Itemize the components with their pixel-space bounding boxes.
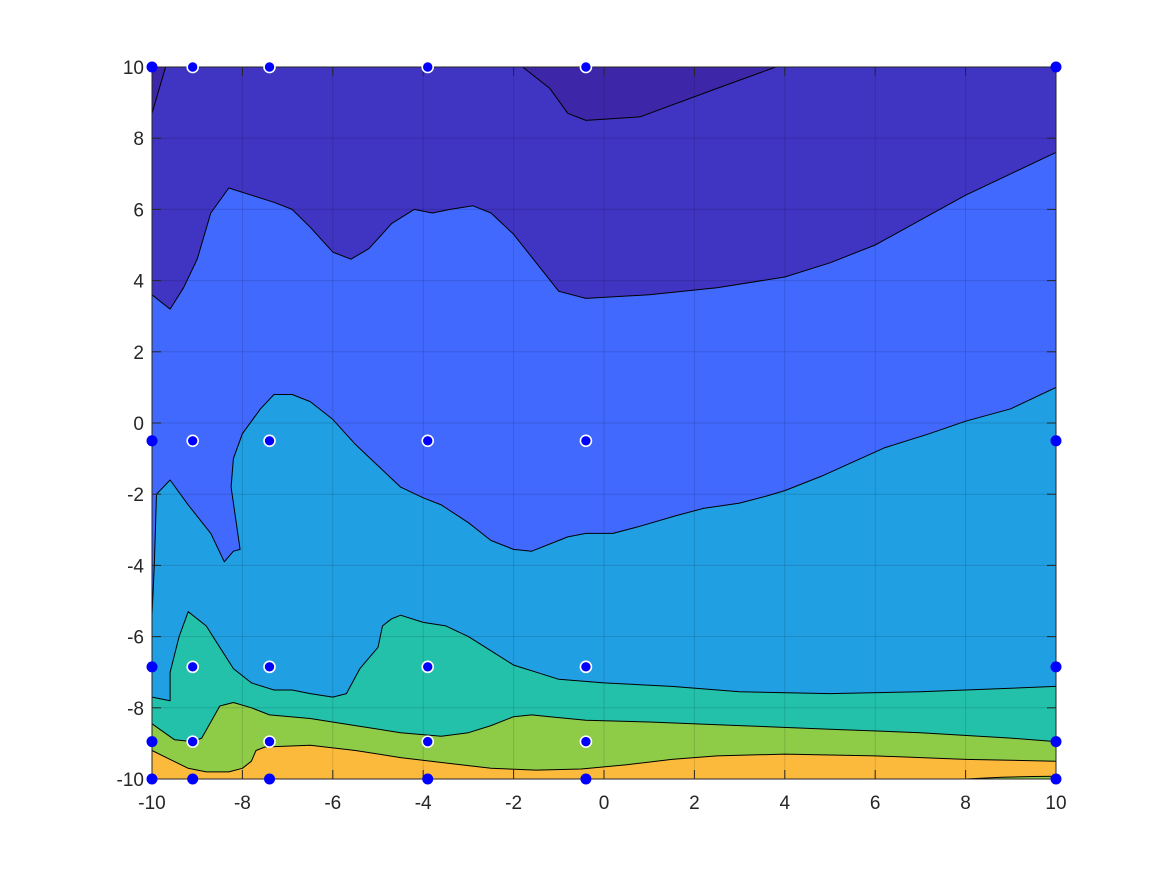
contour-line: [151, 66, 167, 114]
contour-line: [151, 744, 1057, 773]
sample-point: [263, 660, 276, 674]
contour-lines: [151, 66, 1057, 780]
x-axis-tick-labels: -10 -8 -6 -4 -2 0 2 4 6 8 10: [138, 793, 1066, 814]
y-axis-tick-labels: -10 -8 -6 -4 -2 0 2 4 6 8 10: [117, 58, 145, 791]
x-tick-label: 4: [780, 793, 791, 814]
sample-point: [263, 735, 276, 748]
contour-line: [151, 386, 1057, 616]
contour-line: [151, 611, 1057, 702]
y-tick-label: -6: [127, 628, 144, 649]
sample-point: [1050, 661, 1062, 673]
x-tick-label: -6: [324, 793, 341, 814]
x-tick-label: -10: [138, 793, 165, 814]
sample-point: [1050, 773, 1062, 785]
x-tick-label: -2: [505, 793, 522, 814]
contour-line: [965, 775, 1057, 780]
contour-fills: [152, 67, 1056, 779]
y-tick-label: -8: [127, 699, 144, 720]
y-tick-label: -4: [127, 556, 144, 577]
sample-point: [580, 773, 592, 785]
sample-point: [421, 735, 435, 748]
y-tick-label: -10: [117, 770, 144, 791]
sample-point: [146, 736, 158, 748]
sample-point: [1050, 61, 1062, 73]
sample-point: [1050, 435, 1062, 447]
sample-point: [187, 773, 199, 785]
y-tick-label: 10: [123, 58, 144, 79]
sample-point: [579, 60, 593, 74]
x-tick-label: -8: [234, 793, 251, 814]
contour-line: [522, 66, 776, 121]
y-tick-label: 6: [133, 200, 144, 221]
sample-point: [263, 60, 276, 74]
x-tick-label: -4: [415, 793, 432, 814]
sample-point: [146, 773, 158, 785]
y-tick-label: 4: [133, 272, 144, 293]
contour-line: [151, 151, 1057, 310]
sample-point: [186, 434, 199, 448]
sample-point: [146, 435, 158, 447]
x-tick-label: 10: [1045, 793, 1066, 814]
y-tick-label: 2: [133, 343, 144, 364]
sample-point: [264, 773, 276, 785]
sample-point: [146, 661, 158, 673]
level-band: [152, 745, 1056, 779]
sample-point: [146, 61, 158, 73]
x-tick-label: 2: [689, 793, 700, 814]
x-tick-label: 0: [599, 793, 610, 814]
axis-ticks: [151, 66, 1057, 780]
x-tick-label: 8: [960, 793, 971, 814]
sample-point: [421, 660, 435, 674]
y-tick-label: 0: [133, 414, 144, 435]
sample-point: [186, 60, 199, 74]
sample-point: [421, 60, 435, 74]
sample-point: [1050, 736, 1062, 748]
y-tick-label: -2: [127, 485, 144, 506]
sample-points: [146, 60, 1062, 785]
sample-point: [186, 735, 199, 748]
x-tick-label: 6: [870, 793, 881, 814]
y-tick-label: 8: [133, 129, 144, 150]
sample-point: [263, 434, 276, 448]
sample-point: [579, 660, 593, 674]
contour-line: [151, 702, 1057, 743]
sample-point: [579, 735, 593, 748]
level-band: [522, 67, 776, 121]
sample-point: [579, 434, 593, 448]
sample-point: [421, 434, 435, 448]
sample-point: [186, 660, 199, 674]
sample-point: [422, 773, 434, 785]
